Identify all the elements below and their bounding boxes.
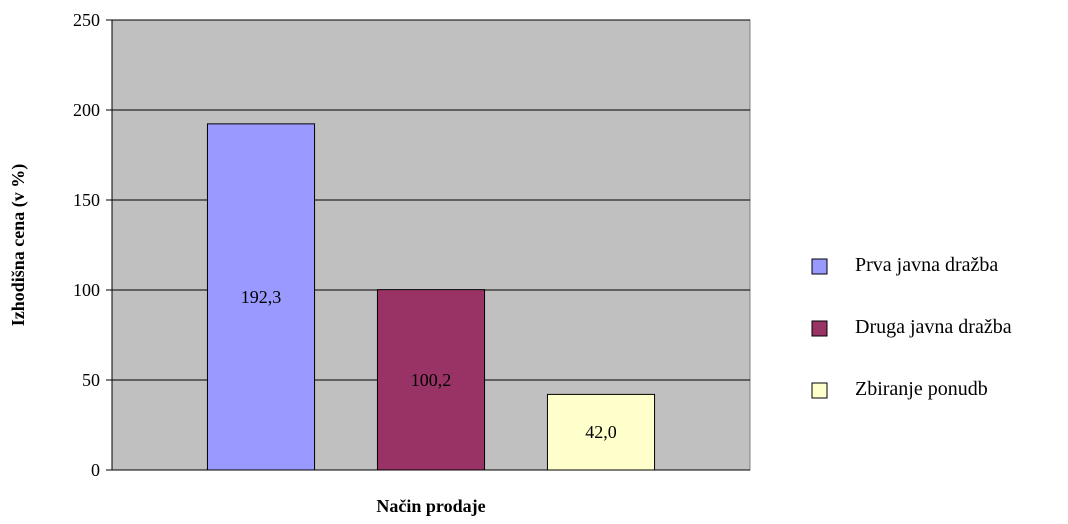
legend-entry-label: Druga javna dražba: [855, 316, 1012, 338]
bar: [206, 123, 316, 471]
bars: [206, 123, 656, 471]
legend: Prva javna dražba Druga javna dražba Zbira…: [811, 254, 1012, 400]
bar-value-label: 100,2: [411, 370, 452, 390]
y-tick-label: 50: [82, 370, 100, 390]
legend-entry-label: Zbiranje ponudb: [855, 378, 988, 400]
data-labels: 192,3 100,2 42,0: [241, 287, 617, 442]
bar: [376, 289, 486, 471]
legend-swatch: [811, 320, 828, 337]
bar-value-label: 42,0: [585, 422, 617, 442]
legend-swatch: [811, 382, 828, 399]
y-tick-label: 150: [73, 190, 100, 210]
y-tick-label: 250: [73, 10, 100, 30]
y-axis: 0 50 100 150 200 250: [73, 10, 750, 480]
y-tick-label: 0: [91, 460, 100, 480]
bar: [546, 393, 656, 471]
x-axis-title: Način prodaje: [376, 496, 485, 516]
legend-swatch: [811, 258, 828, 275]
y-tick-label: 200: [73, 100, 100, 120]
y-tick-label: 100: [73, 280, 100, 300]
legend-entry-label: Prva javna dražba: [855, 254, 998, 276]
y-axis-title: Izhodišna cena (v %): [8, 164, 29, 327]
bar-value-label: 192,3: [241, 287, 282, 307]
